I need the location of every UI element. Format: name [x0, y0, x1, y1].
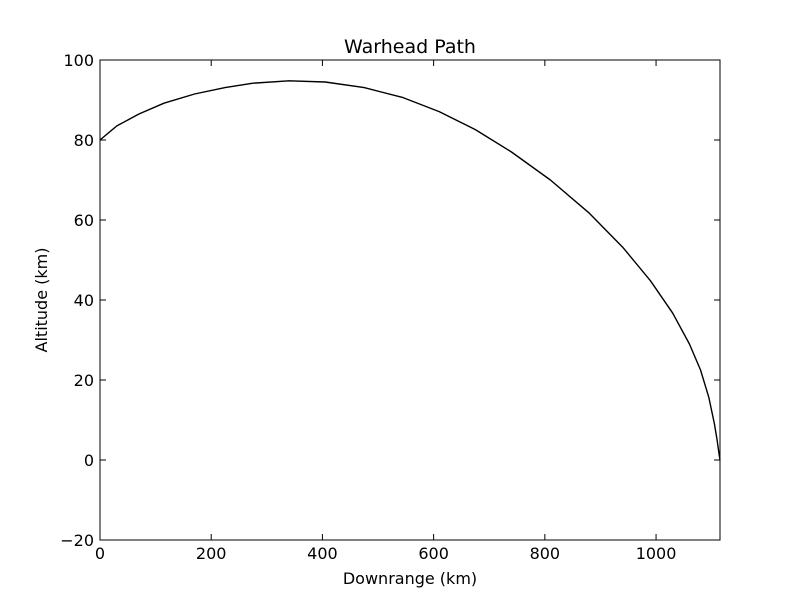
series-layer: [99, 80, 721, 461]
chart-title: Warhead Path: [344, 36, 476, 58]
y-tick-label: 0: [84, 451, 94, 470]
y-tick-label: −20: [60, 531, 94, 550]
y-tick-label: 20: [74, 371, 94, 390]
y-axis-label: Altitude (km): [32, 248, 51, 353]
y-tick-label: 80: [74, 131, 94, 150]
x-tick-label: 1000: [636, 544, 677, 563]
x-axis-label: Downrange (km): [343, 569, 477, 588]
y-tick-label: 60: [74, 211, 94, 230]
y-tick-label: 100: [63, 51, 94, 70]
x-tick-label: 800: [530, 544, 561, 563]
x-tick-label: 0: [95, 544, 105, 563]
x-tick-label: 200: [196, 544, 227, 563]
series-line: [99, 80, 721, 461]
x-tick-label: 400: [307, 544, 338, 563]
y-tick-label: 40: [74, 291, 94, 310]
plot-frame: [99, 59, 721, 541]
x-tick-label: 600: [418, 544, 449, 563]
